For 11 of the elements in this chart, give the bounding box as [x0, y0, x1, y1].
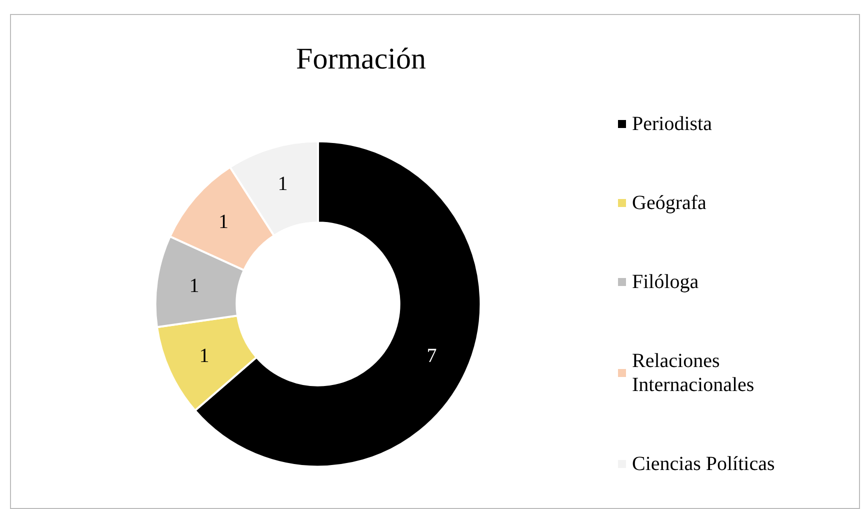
data-label: 1 [218, 211, 229, 234]
legend-label: Relaciones Internacionales [632, 350, 754, 396]
data-label: 1 [189, 275, 200, 298]
data-label: 1 [199, 344, 210, 367]
legend-label: Filóloga [632, 271, 699, 293]
data-label: 7 [426, 344, 437, 367]
chart-title: Formación [296, 42, 426, 76]
legend-label: Geógrafa [632, 192, 707, 214]
legend-label: Ciencias Políticas [632, 453, 775, 475]
legend-label: Periodista [632, 113, 712, 135]
data-label: 1 [278, 173, 288, 196]
